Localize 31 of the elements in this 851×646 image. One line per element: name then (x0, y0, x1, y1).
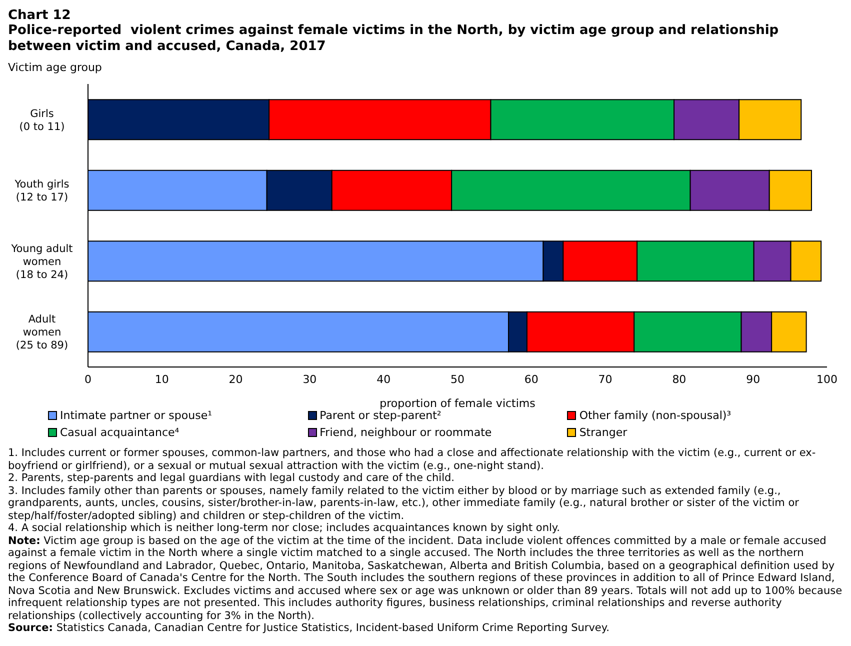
x-axis-title: proportion of female victims (380, 397, 536, 410)
text: 1. Includes current or former spouses, common-law partners, and those who had a close and affectionate relationship with the victim (e.g., current or ex-boyfriend or girlfriend), or a sexual or mutual sexual attraction with the victim (e.g., one-night stand). (8, 447, 817, 472)
y-tick-label: Youth girls (12 to 17) (14, 178, 70, 204)
y-tick-label: Adult women (25 to 89) (16, 314, 68, 352)
source-note: Source: Statistics Canada, Canadian Centre for Justice Statistics, Incident-based Uniform Crime Reporting Survey. (8, 622, 610, 634)
x-tick-label: 40 (376, 372, 391, 386)
text: 2. Parents, step-parents and legal guardians with legal custody and care of the child. (8, 472, 456, 484)
legend-label: Parent or step-parent² (320, 409, 442, 422)
y-axis-title: Victim age group (8, 61, 103, 74)
x-tick-label: 30 (302, 372, 317, 386)
text: 3. Includes family other than parents or spouses, namely family related to the victim either by blood or by marriage such as extended family (e.g., grandparents, aunts, uncles, cousins, sister/brother-in-law, parents-in-law, etc.), other immediate family (e.g., natural brother or sister of the victim or step/half/foster/adopted sibling) and children or step-children of the victim. (8, 484, 800, 522)
y-tick-label: Young adult women (18 to 24) (10, 242, 73, 281)
x-tick-label: 70 (598, 372, 612, 386)
x-tick-label: 10 (154, 372, 169, 386)
text: Note: Victim age group is based on the age of the victim at the time of the incident. Data include violent offences committed by a male or female accused against a female victim in the North where a single victim matched to a single accused. The North includes the three territories as well as the northern regions of Newfoundland and Labrador, Quebec, Ontario, Manitoba, Saskatchewan, Alberta and British Columbia, based on a geographical definition used by the Conference Board of Canada's Centre for the North. The South includes the southern regions of these provinces in addition to all of Prince Edward Island, Nova Scotia and New Brunswick. Excludes victims and accused where sex or age was unknown or older than 89 years. Totals will not add up to 100% because infrequent relationship types are not presented. This includes authority figures, business relationships, criminal relationships and reverse authority relationships (collectively accounting for 3% in the North). (8, 534, 843, 622)
legend-label: Friend, neighbour or roommate (320, 426, 492, 439)
legend-label: Casual acquaintance⁴ (60, 426, 180, 439)
legend-label: Other family (non-spousal)³ (579, 409, 732, 422)
x-tick-label: 50 (450, 372, 464, 386)
y-tick-label: Girls (0 to 11) (19, 108, 65, 133)
x-tick-label: 0 (84, 372, 92, 386)
x-tick-label: 90 (746, 372, 760, 386)
chart-subtitle: Police-reported violent crimes against female victims in the North, by victim age group and relationship between victim and accused, Canada, 2017 (8, 23, 780, 55)
x-tick-label: 100 (816, 372, 838, 386)
x-tick-label: 60 (524, 372, 538, 386)
x-tick-label: 80 (672, 372, 686, 386)
text: 4. A social relationship which is neither long-term nor close; includes acquaintances known by sight only. (8, 522, 561, 534)
x-tick-label: 20 (228, 372, 243, 386)
chart-title: Chart 12 (8, 8, 72, 23)
legend-label: Stranger (579, 426, 628, 439)
legend-label: Intimate partner or spouse¹ (60, 409, 212, 422)
